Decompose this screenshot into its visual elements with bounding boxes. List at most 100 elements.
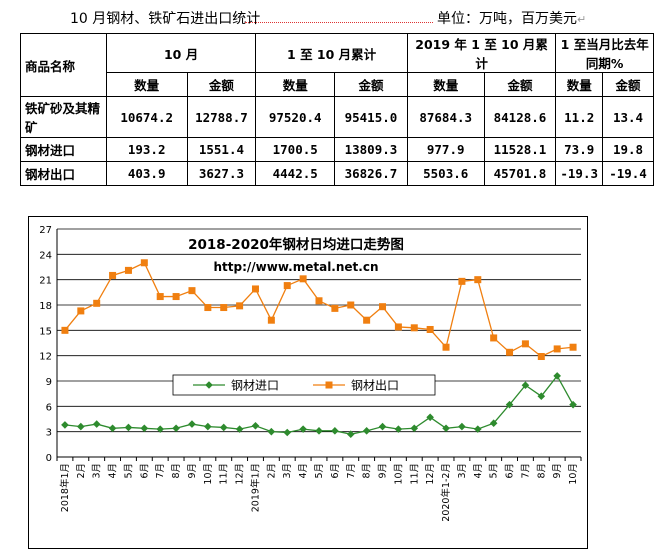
data-point xyxy=(569,400,577,409)
x-tick-label: 6月 xyxy=(139,463,150,479)
x-tick-label: 10月 xyxy=(393,463,404,485)
x-tick-label: 2018年1月 xyxy=(59,463,71,512)
data-point xyxy=(220,304,228,312)
x-tick-label: 4月 xyxy=(473,463,484,479)
data-point xyxy=(489,419,498,428)
data-point xyxy=(251,285,259,293)
chart-title: 2018-2020年钢材日均进口走势图 xyxy=(188,236,404,253)
data-point xyxy=(521,381,530,390)
y-tick-label: 18 xyxy=(39,301,52,312)
legend-box xyxy=(172,374,436,396)
data-point xyxy=(61,326,69,334)
data-point xyxy=(331,427,339,435)
cell: 97520.4 xyxy=(255,96,336,138)
data-point xyxy=(474,276,482,284)
x-tick-label: 9月 xyxy=(378,463,389,479)
data-point xyxy=(521,340,529,348)
data-point xyxy=(108,424,117,433)
x-tick-label: 9月 xyxy=(187,463,198,479)
row-name: 钢材进口 xyxy=(20,137,107,162)
subheader: 金额 xyxy=(602,72,654,97)
x-tick-label: 2月 xyxy=(266,463,277,479)
x-tick-label: 2019年1月 xyxy=(249,463,261,512)
stats-table: 商品名称 10 月 1 至 10 月累计 2019 年 1 至 10 月累计 1… xyxy=(20,33,654,186)
data-point xyxy=(490,334,498,342)
data-point xyxy=(140,259,148,267)
data-point xyxy=(363,316,371,324)
cell: 84128.6 xyxy=(483,96,557,138)
legend-label: 钢材进口 xyxy=(231,379,279,393)
data-point xyxy=(315,427,323,435)
cell: 87684.3 xyxy=(406,96,485,138)
cell: 11.2 xyxy=(555,96,604,138)
x-tick-label: 3月 xyxy=(92,463,103,479)
x-tick-label: 10月 xyxy=(568,463,579,485)
data-point xyxy=(505,400,514,409)
data-point xyxy=(410,424,419,433)
data-point xyxy=(156,425,165,433)
data-point xyxy=(77,422,85,431)
x-tick-label: 12月 xyxy=(235,463,246,485)
table-row: 钢材出口 403.9 3627.3 4442.5 36826.7 5503.6 … xyxy=(20,161,654,186)
x-tick-label: 4月 xyxy=(108,463,119,479)
cell: -19.3 xyxy=(555,161,604,186)
data-point xyxy=(378,422,387,431)
x-tick-label: 5月 xyxy=(489,463,500,479)
x-tick-label: 9月 xyxy=(552,463,563,479)
data-point xyxy=(442,343,450,351)
subheader: 数量 xyxy=(255,72,336,97)
x-tick-label: 8月 xyxy=(536,463,547,479)
legend-marker xyxy=(325,381,333,389)
data-point xyxy=(394,323,402,331)
data-point xyxy=(506,348,514,356)
x-tick-label: 12月 xyxy=(425,463,436,485)
y-tick-label: 15 xyxy=(39,326,52,337)
data-point xyxy=(331,304,339,312)
spellcheck-underline xyxy=(245,22,433,23)
group-header: 1 至当月比去年同期% xyxy=(555,33,654,73)
x-tick-label: 11月 xyxy=(409,463,420,485)
data-point xyxy=(124,423,133,432)
data-point xyxy=(315,297,323,305)
data-point xyxy=(458,277,466,285)
x-tick-label: 7月 xyxy=(155,463,166,479)
data-point xyxy=(61,421,69,429)
data-point xyxy=(347,301,355,309)
x-tick-label: 2020年1-2月 xyxy=(440,463,452,522)
data-point xyxy=(283,282,291,290)
data-point xyxy=(236,302,244,310)
data-point xyxy=(251,421,260,430)
cell: 193.2 xyxy=(105,137,188,162)
data-point xyxy=(267,427,276,436)
data-point xyxy=(346,430,355,438)
cell: 95415.0 xyxy=(334,96,408,138)
group-header: 10 月 xyxy=(105,33,257,73)
chart-subtitle: http://www.metal.net.cn xyxy=(214,260,379,274)
data-point xyxy=(299,425,307,433)
cell: 36826.7 xyxy=(334,161,408,186)
row-name: 钢材出口 xyxy=(20,161,107,186)
data-point xyxy=(537,392,546,400)
data-point xyxy=(553,372,561,380)
x-tick-label: 4月 xyxy=(298,463,309,479)
cell: 403.9 xyxy=(105,161,188,186)
data-point xyxy=(537,353,545,361)
cell: 13.4 xyxy=(602,96,654,138)
series-line xyxy=(64,261,574,358)
legend-marker xyxy=(205,381,213,389)
data-point xyxy=(109,271,117,279)
data-point xyxy=(77,307,85,315)
y-tick-label: 12 xyxy=(39,352,52,363)
chart-frame: 0 3 6 9 12 15 18 21 24 27 2018年1月 2月 3月 4月 5月 6月 7月 8月 9月 1… xyxy=(28,216,588,549)
data-point xyxy=(188,420,196,428)
data-point xyxy=(362,427,371,435)
y-tick-label: 3 xyxy=(46,428,52,439)
data-point xyxy=(140,424,149,433)
subheader: 金额 xyxy=(483,72,557,97)
row-name: 铁矿砂及其精矿 xyxy=(20,96,107,138)
subheader: 金额 xyxy=(334,72,408,97)
legend-label: 钢材出口 xyxy=(351,379,399,393)
cell: 4442.5 xyxy=(255,161,336,186)
data-point xyxy=(410,324,418,332)
